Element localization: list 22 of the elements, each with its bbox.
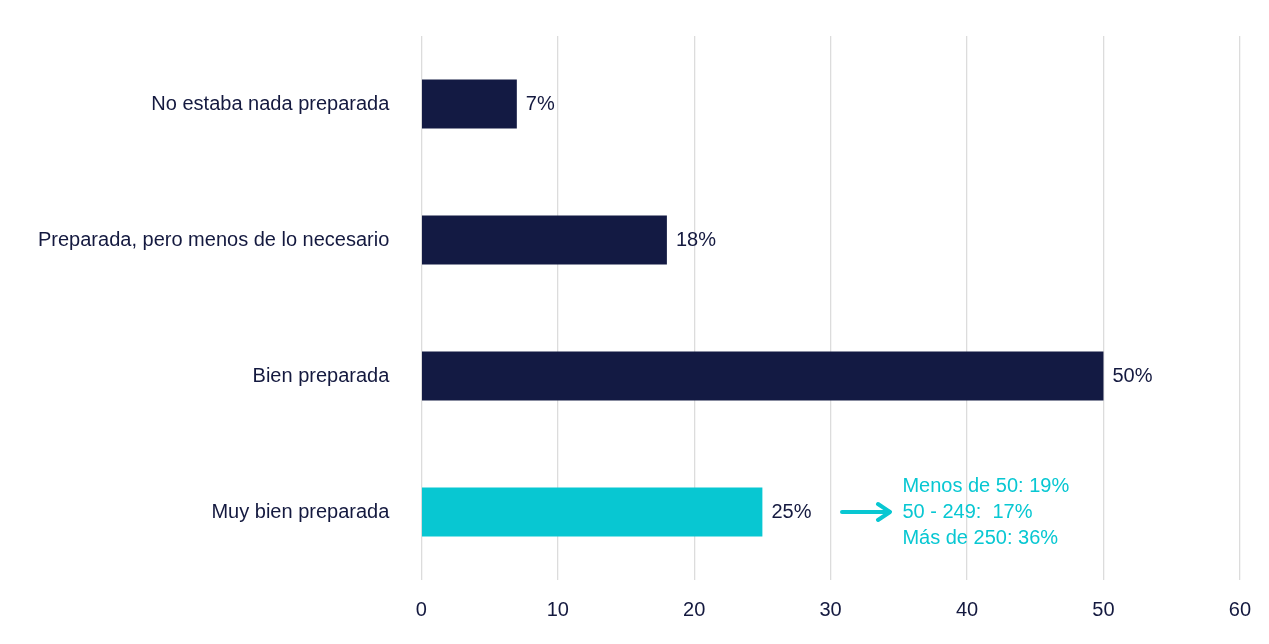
bar bbox=[421, 79, 517, 129]
data-label: 7% bbox=[525, 91, 555, 114]
x-tick-label: 0 bbox=[415, 597, 427, 620]
x-tick-label: 60 bbox=[1228, 597, 1251, 620]
bar bbox=[421, 487, 763, 537]
x-tick-label: 30 bbox=[819, 597, 842, 620]
x-tick-label: 20 bbox=[683, 597, 706, 620]
data-label: 50% bbox=[1112, 363, 1153, 386]
y-tick-label: Preparada, pero menos de lo necesario bbox=[38, 227, 390, 250]
x-tick-label: 40 bbox=[955, 597, 979, 620]
data-label: 18% bbox=[675, 227, 717, 250]
y-tick-label: No estaba nada preparada bbox=[151, 91, 391, 114]
x-tick-label: 50 bbox=[1092, 597, 1115, 620]
bar bbox=[421, 351, 1104, 401]
y-tick-label: Bien preparada bbox=[252, 363, 391, 386]
data-label: 25% bbox=[771, 499, 812, 522]
y-tick-label: Muy bien preparada bbox=[211, 499, 391, 522]
annotation: Más de 250: 36% bbox=[902, 525, 1059, 548]
bar bbox=[421, 215, 667, 265]
annotation: 50 - 249: 17% bbox=[902, 499, 1033, 522]
x-tick-label: 10 bbox=[546, 597, 569, 620]
annotation: Menos de 50: 19% bbox=[902, 473, 1070, 496]
